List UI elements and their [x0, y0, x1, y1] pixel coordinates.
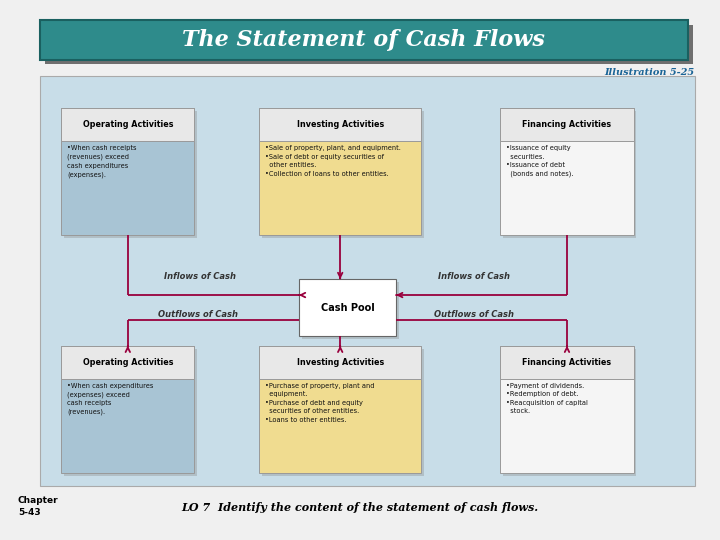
FancyBboxPatch shape [259, 108, 421, 235]
FancyBboxPatch shape [500, 346, 634, 472]
FancyBboxPatch shape [61, 108, 194, 141]
FancyBboxPatch shape [500, 108, 634, 235]
Text: •Sale of property, plant, and equipment.
•Sale of debt or equity securities of
 : •Sale of property, plant, and equipment.… [265, 145, 401, 177]
Text: •Payment of dividends.
•Redemption of debt.
•Reacquisition of capital
  stock.: •Payment of dividends. •Redemption of de… [506, 383, 588, 414]
FancyBboxPatch shape [500, 108, 634, 141]
Text: Inflows of Cash: Inflows of Cash [438, 272, 510, 281]
Text: •When cash receipts
(revenues) exceed
cash expenditures
(expenses).: •When cash receipts (revenues) exceed ca… [67, 145, 137, 178]
Text: Investing Activities: Investing Activities [297, 357, 384, 367]
FancyBboxPatch shape [262, 349, 424, 476]
Text: LO 7  Identify the content of the statement of cash flows.: LO 7 Identify the content of the stateme… [181, 502, 539, 513]
FancyBboxPatch shape [40, 76, 695, 486]
FancyBboxPatch shape [61, 108, 194, 235]
FancyBboxPatch shape [61, 346, 194, 472]
Text: Operating Activities: Operating Activities [83, 120, 173, 129]
FancyBboxPatch shape [40, 20, 688, 60]
Text: The Statement of Cash Flows: The Statement of Cash Flows [182, 29, 545, 51]
FancyBboxPatch shape [259, 346, 421, 472]
Text: Illustration 5-25: Illustration 5-25 [605, 68, 695, 77]
Text: Investing Activities: Investing Activities [297, 120, 384, 129]
FancyBboxPatch shape [503, 349, 636, 476]
FancyBboxPatch shape [45, 25, 693, 64]
FancyBboxPatch shape [259, 346, 421, 379]
FancyBboxPatch shape [259, 108, 421, 141]
Text: Operating Activities: Operating Activities [83, 357, 173, 367]
FancyBboxPatch shape [64, 349, 197, 476]
Text: •Purchase of property, plant and
  equipment.
•Purchase of debt and equity
  sec: •Purchase of property, plant and equipme… [265, 383, 374, 423]
FancyBboxPatch shape [503, 111, 636, 238]
FancyBboxPatch shape [302, 282, 399, 339]
FancyBboxPatch shape [64, 111, 197, 238]
FancyBboxPatch shape [61, 346, 194, 379]
Text: Outflows of Cash: Outflows of Cash [158, 310, 238, 319]
Text: •Issuance of equity
  securities.
•Issuance of debt
  (bonds and notes).: •Issuance of equity securities. •Issuanc… [506, 145, 574, 177]
Text: Cash Pool: Cash Pool [320, 302, 374, 313]
FancyBboxPatch shape [262, 111, 424, 238]
Text: Outflows of Cash: Outflows of Cash [433, 310, 514, 319]
Text: Financing Activities: Financing Activities [523, 120, 611, 129]
Text: •When cash expenditures
(expenses) exceed
cash receipts
(revenues).: •When cash expenditures (expenses) excee… [67, 383, 153, 415]
FancyBboxPatch shape [299, 279, 396, 336]
Text: Financing Activities: Financing Activities [523, 357, 611, 367]
Text: Chapter
5-43: Chapter 5-43 [18, 496, 58, 517]
FancyBboxPatch shape [500, 346, 634, 379]
Text: Inflows of Cash: Inflows of Cash [164, 272, 236, 281]
